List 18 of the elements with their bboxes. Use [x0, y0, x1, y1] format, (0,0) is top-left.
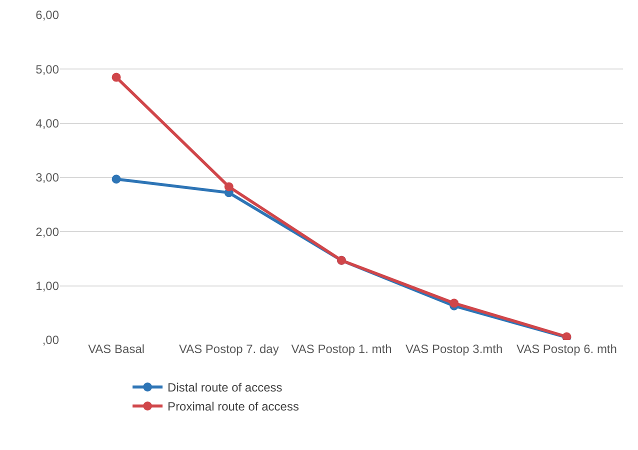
y-tick-label: ,00: [42, 333, 60, 348]
x-tick-label: VAS Postop 7. day: [178, 342, 279, 356]
x-tick-label: VAS Postop 6. mth: [516, 342, 617, 356]
point: [112, 72, 121, 82]
y-tick-label: 2,00: [36, 224, 60, 239]
x-tick-label: VAS Basal: [88, 342, 145, 356]
point: [224, 182, 234, 192]
point: [112, 174, 121, 184]
x-tick-label: VAS Postop 3.mth: [406, 342, 503, 356]
y-tick-label: 6,00: [36, 8, 60, 22]
y-tick-label: 5,00: [36, 62, 60, 76]
x-tick-label: VAS Postop 1. mth: [291, 342, 392, 356]
y-tick-label: 1,00: [36, 279, 60, 294]
y-tick-label: 4,00: [36, 116, 60, 131]
legend-label: Proximal route of access: [168, 400, 299, 414]
y-tick-label: 3,00: [36, 170, 60, 185]
point: [450, 298, 459, 308]
legend-label: Distal route of access: [168, 380, 282, 395]
